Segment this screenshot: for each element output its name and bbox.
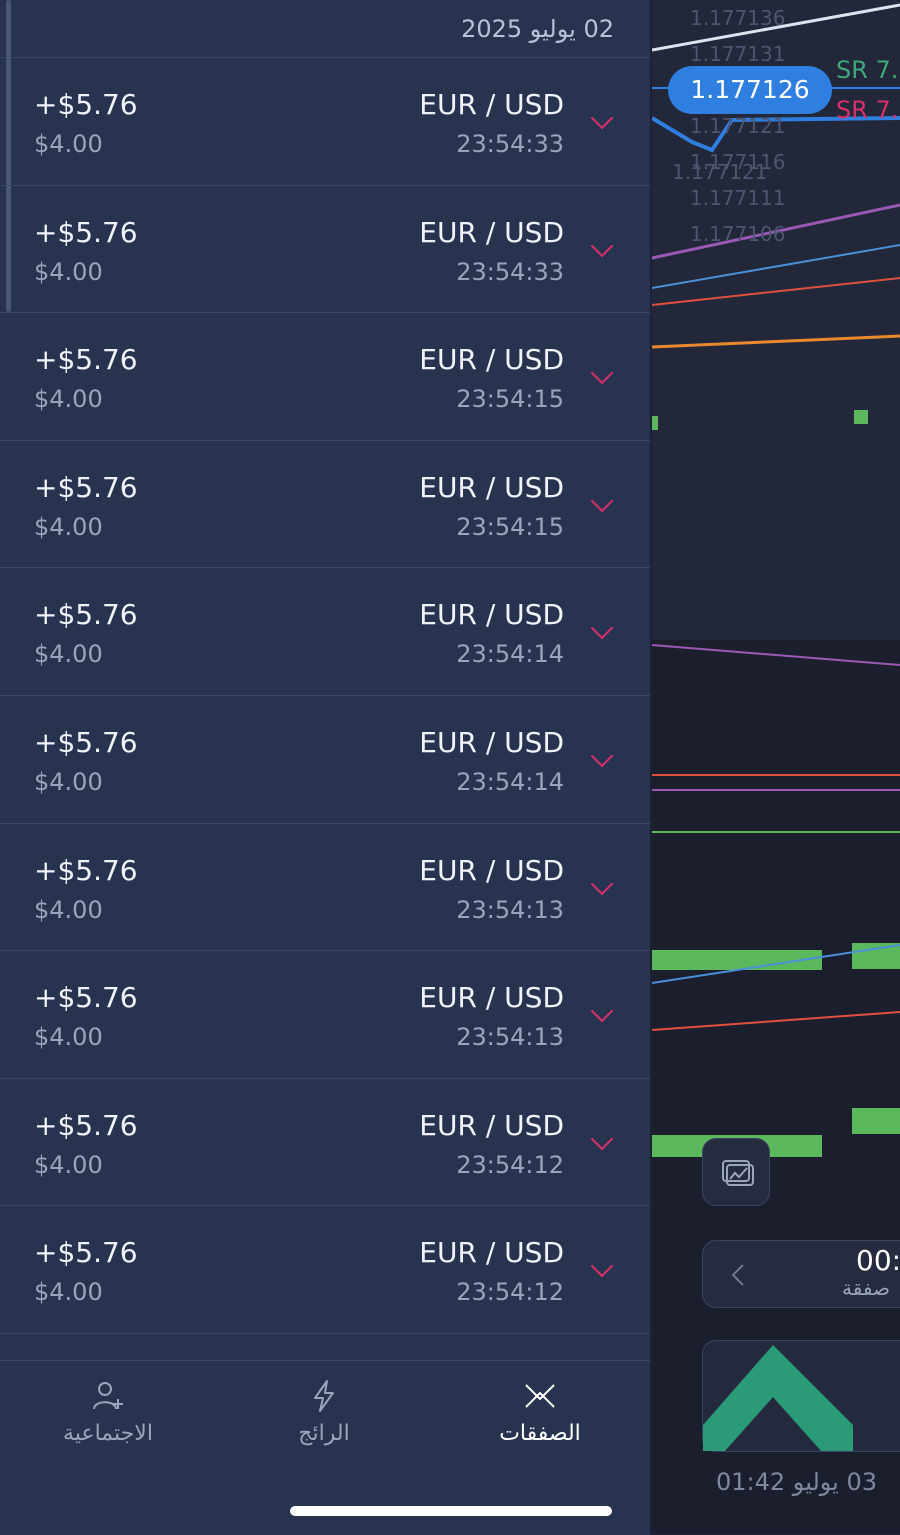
trade-amount: $4.00 bbox=[34, 1278, 103, 1307]
lightning-icon bbox=[314, 1380, 334, 1412]
trade-row[interactable]: +$5.76 $4.00 EUR / USD 23:54:15 bbox=[0, 313, 650, 441]
tab-social[interactable]: الاجتماعية bbox=[18, 1379, 198, 1446]
trade-row[interactable]: +$5.76 $4.00 EUR / USD 23:54:13 bbox=[0, 824, 650, 952]
tab-trending[interactable]: الرائج bbox=[234, 1379, 414, 1446]
timer-control[interactable] bbox=[702, 1240, 900, 1308]
trade-amount: $4.00 bbox=[34, 1023, 103, 1052]
home-indicator bbox=[290, 1506, 612, 1516]
trade-profit: +$5.76 bbox=[34, 981, 138, 1015]
chevron-down-icon[interactable] bbox=[590, 1255, 614, 1278]
trade-time: 23:54:13 bbox=[456, 895, 564, 924]
chevron-down-icon[interactable] bbox=[590, 361, 614, 385]
trades-icon bbox=[525, 1384, 555, 1408]
tab-trades[interactable]: الصفقات bbox=[450, 1379, 630, 1446]
chevron-down-icon[interactable] bbox=[590, 1127, 614, 1151]
date-header: 02 يوليو 2025 bbox=[0, 0, 650, 58]
chevron-down-icon[interactable] bbox=[590, 106, 614, 130]
trade-profit: +$5.76 bbox=[34, 853, 138, 887]
date-label: 02 يوليو 2025 bbox=[461, 14, 614, 43]
trade-profit: +$5.76 bbox=[34, 1236, 138, 1270]
tab-label: الرائج bbox=[298, 1421, 350, 1446]
trade-row[interactable]: +$5.76 $4.00 EUR / USD 23:54:33 bbox=[0, 186, 650, 314]
arrow-up-icon bbox=[703, 1345, 853, 1451]
trade-pair: EUR / USD bbox=[419, 981, 564, 1015]
price-tick: 1.177136 bbox=[690, 6, 786, 30]
bottom-date: 03 يوليو 01:42 bbox=[716, 1468, 878, 1496]
chevron-down-icon[interactable] bbox=[590, 234, 614, 257]
tab-label: الصفقات bbox=[499, 1421, 581, 1446]
price-chart[interactable]: 1.177136 1.177131 1.177121 1.177116 1.17… bbox=[652, 0, 900, 1534]
trade-row[interactable]: +$5.76 $4.00 EUR / USD 23:54:13 bbox=[0, 951, 650, 1079]
trade-time: 23:54:15 bbox=[456, 512, 564, 541]
trade-profit: +$5.76 bbox=[34, 1108, 138, 1142]
trade-amount: $4.00 bbox=[34, 512, 103, 541]
chevron-left-icon[interactable] bbox=[729, 1263, 749, 1287]
trade-amount: $4.00 bbox=[34, 767, 103, 796]
add-user-icon bbox=[93, 1382, 123, 1410]
trade-pair: EUR / USD bbox=[419, 470, 564, 504]
trade-row[interactable]: +$5.76 $4.00 EUR / USD 23:54:12 bbox=[0, 1206, 650, 1334]
trade-time: 23:54:14 bbox=[456, 640, 564, 669]
trade-pair: EUR / USD bbox=[419, 215, 564, 249]
current-price-badge: 1.177126 bbox=[668, 66, 832, 114]
sr-label: SR 7. bbox=[836, 56, 899, 84]
trade-pair: EUR / USD bbox=[419, 853, 564, 887]
sr-label: SR 7. bbox=[836, 96, 899, 124]
trade-pair: EUR / USD bbox=[419, 1236, 564, 1270]
trade-pair: EUR / USD bbox=[419, 343, 564, 377]
tab-label: الاجتماعية bbox=[63, 1421, 153, 1446]
chart-type-button[interactable] bbox=[702, 1138, 770, 1206]
chevron-down-icon[interactable] bbox=[590, 617, 614, 640]
trade-time: 23:54:14 bbox=[456, 767, 564, 796]
trade-time: 23:54:12 bbox=[456, 1150, 564, 1179]
trade-time: 23:54:33 bbox=[456, 257, 564, 286]
chevron-down-icon[interactable] bbox=[590, 872, 614, 895]
trade-time: 23:54:33 bbox=[456, 130, 564, 158]
trade-pair: EUR / USD bbox=[419, 88, 564, 121]
trade-profit: +$5.76 bbox=[34, 725, 138, 759]
trade-profit: +$5.76 bbox=[34, 470, 138, 504]
trade-pair: EUR / USD bbox=[419, 725, 564, 759]
trade-row[interactable]: +$5.76 $4.00 EUR / USD 23:54:14 bbox=[0, 696, 650, 824]
trade-profit: +$5.76 bbox=[34, 88, 138, 121]
price-tick: 1.177116 bbox=[690, 150, 786, 174]
bottom-tab-bar: الاجتماعية الرائج الصفقات bbox=[0, 1360, 650, 1535]
chart-icon bbox=[722, 1160, 754, 1186]
trade-row[interactable]: +$5.76 $4.00 EUR / USD 23:54:14 bbox=[0, 568, 650, 696]
trade-profit: +$5.76 bbox=[34, 215, 138, 249]
trade-row[interactable]: +$5.76 $4.00 EUR / USD 23:54:12 bbox=[0, 1079, 650, 1207]
call-button[interactable] bbox=[702, 1340, 900, 1452]
price-tick: 1.177131 bbox=[690, 42, 786, 66]
trade-pair: EUR / USD bbox=[419, 1108, 564, 1142]
price-tick: 1.177121 bbox=[672, 160, 768, 184]
trade-list: +$5.76 $4.00 EUR / USD 23:54:33 +$5.76 $… bbox=[0, 58, 650, 1334]
trade-profit: +$5.76 bbox=[34, 343, 138, 377]
trade-amount: $4.00 bbox=[34, 257, 103, 286]
trade-time: 23:54:13 bbox=[456, 1023, 564, 1052]
trade-amount: $4.00 bbox=[34, 385, 103, 414]
trade-time: 23:54:12 bbox=[456, 1278, 564, 1307]
trade-amount: $4.00 bbox=[34, 130, 103, 158]
price-tick: 1.177121 bbox=[690, 114, 786, 138]
price-tick: 1.177111 bbox=[690, 186, 786, 210]
price-tick: 1.177106 bbox=[690, 222, 786, 246]
trade-row[interactable]: +$5.76 $4.00 EUR / USD 23:54:33 bbox=[0, 58, 650, 186]
chevron-down-icon[interactable] bbox=[590, 744, 614, 768]
trades-panel: 02 يوليو 2025 +$5.76 $4.00 EUR / USD 23:… bbox=[0, 0, 652, 1535]
timer-value: 00:0 bbox=[856, 1244, 900, 1277]
trade-row[interactable]: +$5.76 $4.00 EUR / USD 23:54:15 bbox=[0, 441, 650, 569]
chevron-down-icon[interactable] bbox=[590, 999, 614, 1023]
trade-profit: +$5.76 bbox=[34, 598, 138, 632]
trade-amount: $4.00 bbox=[34, 1150, 103, 1179]
trade-amount: $4.00 bbox=[34, 640, 103, 669]
trade-amount: $4.00 bbox=[34, 895, 103, 924]
trade-time: 23:54:15 bbox=[456, 385, 564, 414]
chevron-down-icon[interactable] bbox=[590, 489, 614, 513]
scroll-indicator[interactable] bbox=[6, 0, 11, 312]
timer-caption: صفقة bbox=[842, 1276, 890, 1300]
trade-pair: EUR / USD bbox=[419, 598, 564, 632]
